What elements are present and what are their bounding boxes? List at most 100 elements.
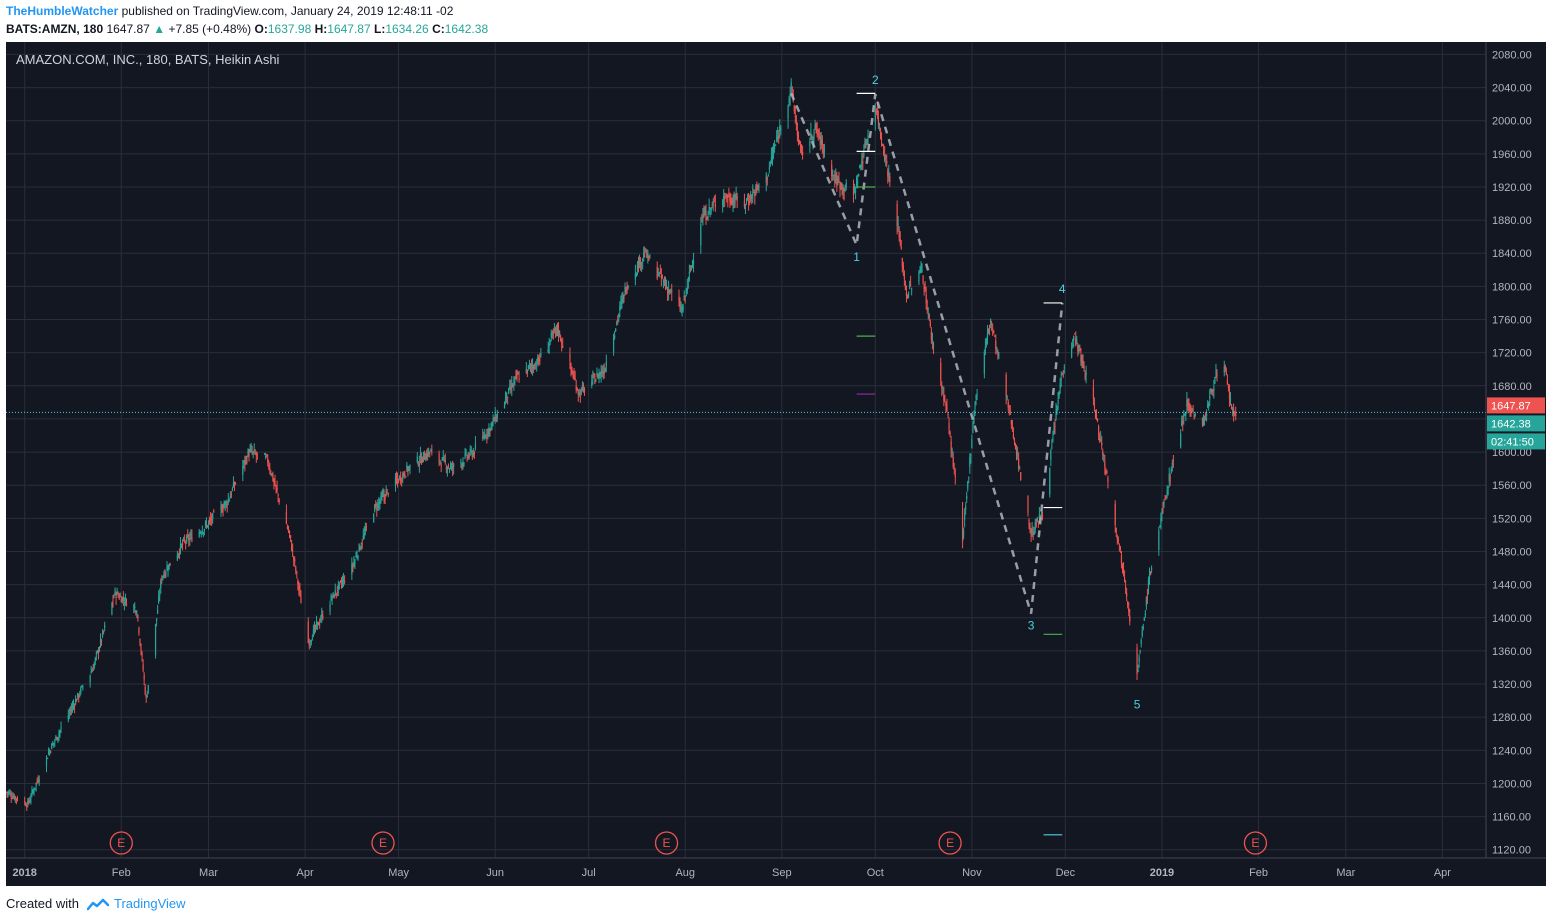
candle-body xyxy=(189,537,191,541)
candle-body xyxy=(190,534,192,536)
candle-body xyxy=(530,365,533,367)
candle-body xyxy=(682,307,684,310)
candle-body xyxy=(248,454,250,456)
candle-body xyxy=(383,495,385,497)
candle-body xyxy=(877,118,880,125)
candle-body xyxy=(908,284,911,289)
tradingview-brand-link[interactable]: TradingView xyxy=(114,896,186,911)
candle-body xyxy=(1161,511,1163,514)
candle-body xyxy=(201,530,203,534)
candle-body xyxy=(932,342,935,348)
chart-container[interactable]: 1 2 3 4 5 E E E E E 1120.00 1160.00 1200.00 1240.00… xyxy=(6,42,1546,886)
candle-body xyxy=(1100,438,1102,442)
candle-body xyxy=(338,582,340,584)
wave-path xyxy=(790,92,1064,614)
candle-body xyxy=(54,740,56,742)
candle-body xyxy=(483,436,485,438)
candle-body xyxy=(221,509,223,512)
candle-body xyxy=(1058,392,1060,396)
candle-body xyxy=(376,508,378,510)
candle-body xyxy=(1227,386,1230,388)
candle-body xyxy=(1107,477,1109,482)
candle-body xyxy=(55,736,57,739)
candle-body xyxy=(518,378,520,380)
candle-body xyxy=(525,368,527,373)
candle-body xyxy=(839,183,841,189)
candle-body xyxy=(297,580,299,585)
candle-body xyxy=(679,305,681,310)
candle-body xyxy=(961,508,964,542)
candle-body xyxy=(46,758,49,760)
candle-body xyxy=(1213,387,1215,391)
candle-body xyxy=(1034,522,1036,529)
candle-body xyxy=(925,294,927,304)
candle-body xyxy=(789,93,791,97)
candle-body xyxy=(905,292,908,296)
candle-body xyxy=(703,214,705,218)
close-price-tag-bg xyxy=(1487,415,1545,432)
candle-body xyxy=(1210,388,1212,392)
candle-body xyxy=(9,792,11,794)
price-tick-label: 1600.00 xyxy=(1492,447,1532,459)
price-chart[interactable]: 1 2 3 4 5 E E E E E 1120.00 1160.00 1200.00 1240.00… xyxy=(6,42,1546,886)
candle-body xyxy=(166,567,168,571)
candle-body xyxy=(852,187,855,195)
candle-body xyxy=(865,145,867,147)
candle-body xyxy=(1076,340,1078,344)
candle-body xyxy=(1189,406,1191,411)
candle-body xyxy=(488,427,490,431)
candle-body xyxy=(538,357,540,362)
candle-body xyxy=(103,631,105,633)
candle-body xyxy=(90,671,92,674)
candle-body xyxy=(1233,409,1235,414)
candle-body xyxy=(636,263,639,270)
candle-body xyxy=(1117,538,1119,543)
candle-body xyxy=(970,454,972,457)
candle-body xyxy=(94,658,96,661)
low-value: 1634.26 xyxy=(385,22,429,36)
candle-body xyxy=(1033,531,1035,535)
candle-body xyxy=(1193,415,1195,419)
candle-body xyxy=(691,261,694,264)
candle-body xyxy=(940,363,942,382)
candle-body xyxy=(276,487,278,491)
candle-body xyxy=(360,546,362,548)
candle-body xyxy=(1061,373,1063,375)
candle-body xyxy=(600,370,602,375)
candle-body xyxy=(602,371,604,374)
candle-body xyxy=(1143,617,1145,621)
candle-body xyxy=(765,175,767,183)
candle-body xyxy=(113,596,115,598)
author-link[interactable]: TheHumbleWatcher xyxy=(6,4,119,18)
candle-body xyxy=(754,192,756,197)
candle-body xyxy=(406,464,408,471)
candle-body xyxy=(1139,650,1141,653)
candle-body xyxy=(146,695,148,698)
candle-body xyxy=(228,499,230,501)
candle-body xyxy=(1119,546,1122,550)
candle-body xyxy=(1214,376,1216,384)
candle-body xyxy=(449,466,452,468)
candle-body xyxy=(1006,396,1008,398)
candle-body xyxy=(265,456,267,458)
candle-body xyxy=(1020,472,1022,480)
candle-body xyxy=(798,142,801,144)
candle-body xyxy=(727,199,729,201)
candle-body xyxy=(560,336,562,342)
time-tick-label: Apr xyxy=(1434,867,1451,879)
candle-body xyxy=(1053,428,1055,433)
candle-body xyxy=(387,493,389,496)
candle-body xyxy=(860,164,862,168)
candle-body xyxy=(878,123,881,125)
candle-body xyxy=(1096,418,1099,421)
candle-body xyxy=(670,289,672,292)
candle-body xyxy=(752,192,754,197)
candle-body xyxy=(155,618,158,621)
candles xyxy=(6,78,1237,811)
candle-body xyxy=(844,189,846,191)
candle-body xyxy=(135,611,137,614)
candle-body xyxy=(494,413,496,420)
candle-body xyxy=(442,457,444,459)
candle-body xyxy=(1201,418,1204,426)
candle-body xyxy=(1129,615,1131,622)
